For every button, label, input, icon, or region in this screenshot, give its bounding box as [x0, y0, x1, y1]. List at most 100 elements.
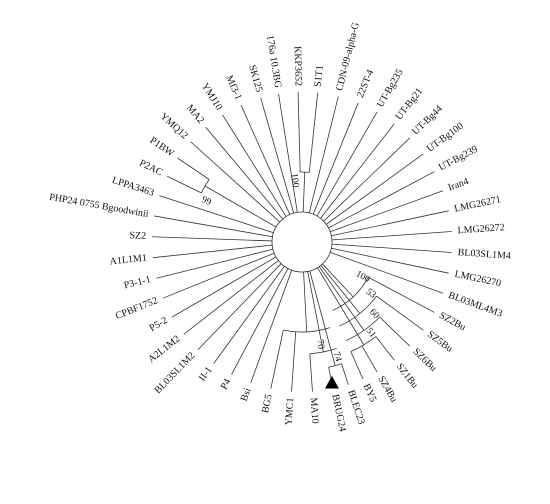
branch-lmg26272: [331, 231, 452, 241]
taxon-label-ymj10: YMJ10: [199, 81, 224, 112]
taxon-label-bg5: BG5: [260, 393, 275, 414]
branch-ut-bg100: [326, 153, 424, 225]
clade-stem: [302, 172, 306, 213]
taxon-label-sk125: SK125: [246, 64, 264, 94]
taxon-label-lmg26271: LMG26271: [453, 194, 501, 215]
taxon-label-ymc1: YMC1: [283, 397, 296, 425]
taxon-label-sz5bu: SZ5Bu: [425, 329, 454, 355]
branch-ymc1: [291, 331, 297, 392]
branch-iran4: [330, 190, 444, 233]
branch-176a-10-3bg: [278, 93, 298, 213]
bootstrap-value: 70: [314, 339, 326, 350]
taxon-label-cdn-09-alpha-g: CDN-09-alpha-G: [334, 21, 362, 92]
bootstrap-value: 60: [367, 307, 381, 321]
taxon-label-sz4bu: SZ4Bu: [375, 374, 399, 404]
clade-stem: [307, 271, 324, 353]
taxon-label-sz2bu: SZ2Bu: [437, 310, 467, 333]
taxon-label-bl03sl1m4: BL03SL1M4: [457, 247, 511, 262]
taxon-label-blec23: BLEC23: [345, 389, 366, 426]
branch-by5: [350, 351, 364, 380]
taxon-label-ut-bg21: UT-Bg21: [394, 86, 426, 122]
branch-bl03sl1m4: [331, 243, 452, 253]
clade-stem: [322, 263, 354, 298]
branch-kkp3652: [297, 92, 301, 173]
clade-stem: [303, 271, 308, 332]
branch-bsi: [250, 270, 293, 384]
branch-p4: [231, 268, 289, 375]
taxon-label-lppa3463: LPPA3463: [111, 175, 156, 199]
branch-ut-bg235: [316, 111, 378, 217]
branch-lppa3463: [159, 195, 274, 234]
clade-stem: [204, 185, 277, 228]
branch-p2ac: [167, 175, 202, 194]
taxon-label-a1l1m1: A1L1M1: [109, 253, 147, 268]
branch-ut-bg239: [328, 171, 435, 229]
branch-ymq12: [190, 141, 280, 223]
tree-branches: [152, 92, 452, 392]
taxon-label-ma10: MA10: [308, 397, 321, 424]
taxon-label-bl03ml4m3: BL03ML4M3: [447, 290, 504, 320]
taxon-label-ut-bg44: UT-Bg44: [410, 104, 445, 138]
bootstrap-value: 100: [354, 269, 372, 285]
branch-sk125: [260, 97, 295, 214]
taxon-label-by5: BY5: [361, 382, 379, 404]
clade-stem: [318, 266, 365, 331]
bootstrap-values: 100 99 100 53 60 51 70 74: [200, 173, 381, 363]
clade-connectors: [200, 171, 380, 368]
branch-ut-bg44: [323, 137, 411, 222]
taxon-label-s1t1: S1T1: [313, 65, 326, 88]
branch-sz2bu: [368, 276, 435, 313]
taxon-label-cpbf1752: CPBF1752: [114, 295, 159, 322]
branch-sz4bu: [361, 345, 378, 373]
taxon-label-p3-1-1: P3-1-1: [123, 274, 152, 291]
highlight-triangle-marker: [324, 375, 339, 389]
branch-ymj10: [222, 114, 287, 217]
taxon-label-a2l1m2: A2L1M2: [146, 334, 182, 366]
branch-mf3-1: [240, 104, 291, 215]
taxon-label-bsi: Bsi: [239, 386, 254, 403]
branch-sz6bu: [379, 316, 411, 347]
taxon-label-sz6bu: SZ6Bu: [411, 346, 439, 374]
clade-stem: [309, 270, 336, 366]
branch-ut-bg21: [320, 123, 395, 219]
taxon-label-p2ac: P2AC: [137, 158, 164, 179]
branch-lmg26271: [331, 210, 449, 237]
taxon-label-176a-10-3bg: 176a 10.3BG: [264, 34, 283, 88]
branch-bg5: [270, 329, 284, 389]
branch-p3-1-1: [156, 248, 273, 279]
taxon-label-p5-2: P5-2: [148, 315, 170, 334]
taxon-label-ymq12: YMQ12: [158, 111, 190, 141]
branch-sz2: [152, 236, 273, 242]
taxon-label-ii-1: II-1: [197, 365, 215, 384]
branch-ii-1: [213, 266, 285, 364]
taxon-label-iran4: Iran4: [447, 176, 471, 194]
bootstrap-value: 53: [364, 287, 378, 301]
branch-ma2: [205, 126, 284, 220]
branch-bl03sl1m2: [197, 263, 282, 351]
bootstrap-value: 100: [288, 173, 300, 189]
branch-p1bw: [177, 157, 210, 180]
branch-blec23: [341, 363, 349, 385]
taxon-label-p4: P4: [219, 377, 234, 391]
branch-bl03ml4m3: [330, 251, 444, 294]
taxon-label-ut-bg100: UT-Bg100: [425, 121, 466, 155]
branch-sz5bu: [376, 295, 424, 331]
branch-lmg26270: [331, 247, 449, 274]
taxon-label-ma2: MA2: [184, 103, 206, 126]
taxon-markers: [324, 375, 339, 389]
branch-cpbf1752: [162, 252, 275, 299]
taxon-label-sz1bu: SZ1Bu: [394, 361, 420, 390]
taxon-label-ut-bg239: UT-Bg239: [437, 144, 480, 174]
branch-php24-0755-bgoodwinii: [154, 215, 273, 238]
clade-stem: [320, 265, 361, 314]
taxon-label-ut-bg235: UT-Bg235: [375, 67, 406, 109]
taxon-label-php24-0755-bgoodwinii: PHP24 0755 Bgoodwinii: [48, 192, 149, 220]
taxon-label-22st-4: 22ST-4: [355, 68, 376, 99]
taxon-label-mf3-1: Mf3-1: [223, 74, 243, 102]
bootstrap-value: 74: [331, 351, 343, 363]
branch-22st-4: [312, 102, 359, 215]
taxon-label-brug24: BRUG24: [329, 393, 348, 432]
branch-sz1bu: [375, 336, 395, 361]
